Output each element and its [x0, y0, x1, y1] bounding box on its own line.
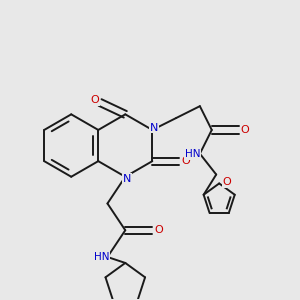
Text: HN: HN	[185, 149, 200, 159]
Text: HN: HN	[94, 252, 109, 262]
Text: N: N	[150, 123, 158, 133]
Text: O: O	[154, 225, 163, 235]
Text: O: O	[223, 177, 231, 187]
Text: O: O	[241, 125, 249, 135]
Text: O: O	[90, 95, 99, 105]
Text: N: N	[123, 174, 131, 184]
Text: O: O	[181, 156, 190, 166]
